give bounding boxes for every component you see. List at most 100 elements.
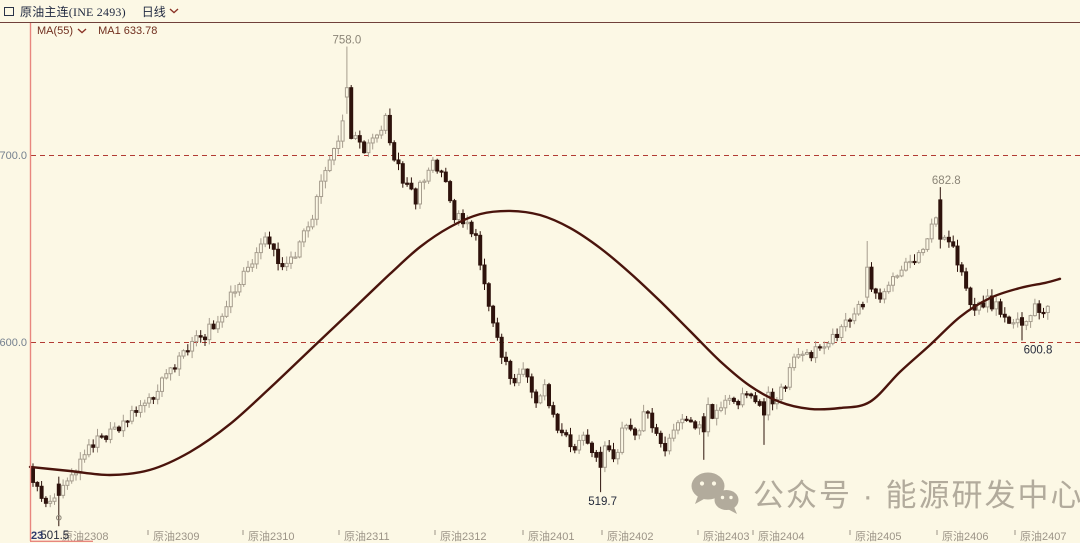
candle-up: [921, 248, 926, 254]
candle-up: [830, 333, 835, 344]
candle-down: [749, 393, 754, 397]
candle-down: [396, 159, 401, 165]
candle-up: [787, 367, 792, 388]
chevron-down-icon: [77, 28, 87, 34]
y-axis-label: 600.0: [0, 337, 27, 349]
candle-down: [564, 432, 569, 436]
price-annotation: 600.8: [1024, 345, 1053, 357]
x-axis-label: 原油2405: [855, 529, 901, 543]
candle-down: [125, 420, 130, 423]
candle-up: [516, 373, 521, 384]
candle-up: [147, 397, 152, 404]
candle-up: [521, 368, 526, 375]
chevron-down-icon: [169, 8, 179, 14]
candle-down: [998, 301, 1003, 315]
candle-up: [82, 454, 87, 460]
candle-up: [129, 410, 134, 422]
candle-down: [951, 241, 956, 247]
candle-down: [645, 411, 650, 414]
candle-up: [886, 284, 891, 293]
candle-down: [878, 292, 883, 300]
candle-down: [688, 419, 693, 423]
candle-down: [452, 200, 457, 221]
candle-up: [800, 353, 805, 356]
candle-up: [108, 428, 113, 440]
candle-up: [241, 270, 246, 285]
candle-up: [301, 230, 306, 243]
candle-down: [568, 434, 573, 448]
candle-down: [809, 352, 814, 359]
candle-up: [676, 422, 680, 431]
candle-up: [65, 480, 70, 486]
candle-down: [478, 234, 483, 266]
candle-up: [839, 326, 844, 338]
candle-up: [620, 427, 625, 453]
candle-down: [495, 322, 500, 338]
candle-down: [39, 485, 44, 499]
candle-up: [624, 424, 629, 429]
candle-up: [155, 390, 160, 400]
candle-down: [650, 412, 655, 429]
candle-down: [271, 243, 276, 250]
candle-up: [233, 291, 238, 294]
candle-up: [1028, 315, 1033, 323]
x-axis-label: 原油2308: [62, 529, 108, 543]
candle-up: [1011, 322, 1016, 325]
wechat-icon: [691, 472, 739, 514]
x-axis-label: 原油2402: [607, 529, 653, 543]
candle-down: [693, 421, 698, 429]
candle-down: [964, 271, 969, 289]
candle-up: [856, 303, 861, 315]
candle-up: [353, 135, 358, 139]
candle-up: [740, 393, 745, 406]
candle-up: [250, 263, 255, 268]
candle-up: [293, 256, 298, 259]
candle-down: [91, 444, 96, 448]
candle-up: [69, 474, 74, 482]
candle-down: [710, 404, 715, 419]
candle-down: [1037, 303, 1042, 313]
candle-up: [826, 342, 831, 348]
ma-legend[interactable]: MA(55) MA1 633.78: [37, 25, 157, 37]
chart-header: 原油主连(INE 2493) 日线: [0, 0, 1080, 23]
candle-up: [379, 129, 384, 136]
candle-down: [35, 481, 40, 487]
candle-up: [903, 261, 908, 271]
price-annotation: 758.0: [333, 35, 362, 47]
candle-down: [590, 442, 594, 454]
candle-up: [637, 430, 642, 436]
candle-down: [172, 367, 177, 370]
candle-up: [899, 269, 904, 277]
x-axis-label: 原油2406: [942, 529, 988, 543]
candle-up: [224, 306, 229, 317]
candle-up: [332, 148, 336, 161]
candle-down: [151, 397, 156, 400]
watermark: 公众号 · 能源研发中心: [690, 470, 1080, 515]
candle-up: [246, 266, 250, 272]
candle-up: [220, 315, 225, 323]
candle-down: [860, 303, 865, 308]
candle-down: [1002, 313, 1007, 318]
candle-up: [465, 221, 470, 225]
candle-up: [723, 399, 728, 409]
candle-up: [680, 418, 685, 424]
timeframe-dropdown[interactable]: 日线: [142, 3, 179, 20]
candle-up: [215, 321, 220, 330]
candle-up: [383, 114, 388, 131]
candle-up: [168, 367, 173, 375]
candle-up: [805, 352, 809, 355]
candle-down: [959, 264, 964, 273]
candle-down: [955, 245, 960, 266]
y-axis-label: 700.0: [0, 150, 27, 162]
candle-down: [736, 400, 741, 406]
candle-down: [357, 135, 362, 143]
candle-down: [499, 336, 504, 358]
candle-down: [400, 163, 405, 184]
candle-down: [473, 233, 478, 236]
window-icon: [4, 6, 14, 16]
candle-up: [344, 87, 349, 98]
candle-down: [31, 466, 35, 483]
low-point-marker: [56, 514, 62, 521]
candle-up: [74, 472, 78, 476]
